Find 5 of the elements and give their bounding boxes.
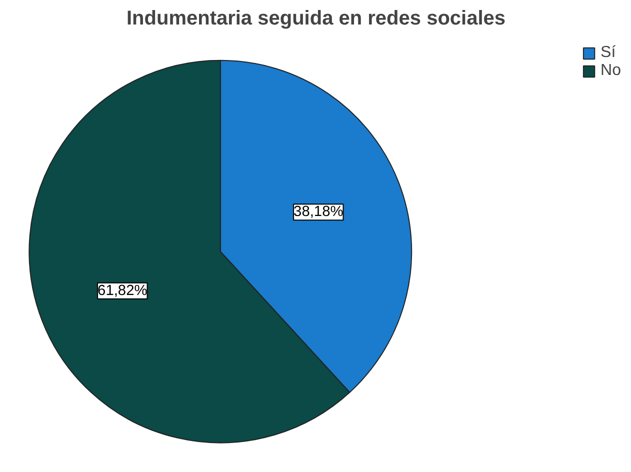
data-label: 61,82% (98, 282, 148, 299)
legend-label: Sí (600, 44, 617, 62)
legend-label: No (600, 62, 621, 80)
chart-title: Indumentaria seguida en redes sociales (126, 8, 506, 30)
data-label: 38,18% (294, 204, 344, 220)
